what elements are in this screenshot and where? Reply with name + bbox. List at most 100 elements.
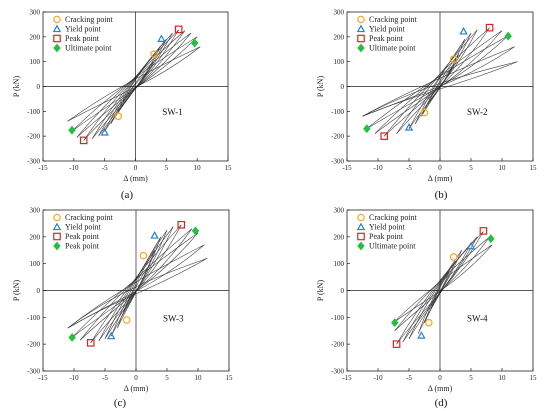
- loop-curve: [374, 30, 503, 134]
- y-tick-label: -100: [27, 314, 40, 322]
- hysteresis-loops: [67, 224, 208, 343]
- loop-curve: [362, 46, 515, 117]
- legend-label: Peak point: [65, 232, 100, 241]
- legend-marker: [357, 213, 365, 222]
- legend-label: Ultimate point: [369, 44, 416, 53]
- loop-curve: [366, 35, 509, 129]
- x-tick-label: -10: [373, 374, 383, 382]
- loop-curve: [362, 46, 515, 117]
- marker-diamond-point: [190, 38, 199, 48]
- x-tick-label: 0: [134, 164, 138, 172]
- legend-label: Yield point: [369, 25, 406, 34]
- loop-curve: [393, 244, 493, 323]
- marker-triangle-point: [459, 26, 468, 35]
- y-tick-label: 100: [30, 260, 41, 268]
- legend-marker: [356, 222, 366, 231]
- y-tick-label: -100: [27, 108, 40, 116]
- y-tick-label: 0: [341, 287, 345, 295]
- y-axis-label: P (kN): [12, 76, 21, 98]
- loop-curve: [71, 36, 198, 132]
- y-tick-label: 100: [30, 58, 41, 66]
- y-tick-label: 300: [334, 207, 345, 215]
- marker-triangle-point: [100, 128, 109, 136]
- loop-curve: [362, 61, 518, 117]
- marker-diamond-point: [191, 226, 200, 236]
- marker-triangle-point: [404, 123, 414, 131]
- x-axis-label: Δ (mm): [124, 384, 149, 393]
- y-tick-label: -200: [331, 341, 344, 349]
- loop-curve: [116, 61, 155, 114]
- marker-triangle-point: [150, 231, 159, 239]
- x-tick-label: 10: [499, 374, 507, 382]
- loop-curve: [90, 224, 182, 343]
- marker-triangle-point: [417, 331, 426, 339]
- legend-label: Peak point: [65, 34, 100, 43]
- y-tick-label: 300: [30, 207, 41, 215]
- chart-panel-sw-1: -15 -10 -5 0 5 10 15 -300 -200 -100 0 100 200 300 Δ (m…: [12, 9, 232, 202]
- y-tick-label: 200: [334, 33, 345, 41]
- specimen-label: SW-4: [467, 313, 488, 323]
- loop-curve: [362, 61, 518, 117]
- y-tick-label: -200: [331, 133, 344, 141]
- specimen-label: SW-2: [467, 107, 488, 117]
- y-tick-label: 100: [334, 260, 345, 268]
- x-tick-label: 10: [194, 164, 202, 172]
- legend-label: Peak point: [65, 242, 100, 251]
- marker-circle-point: [114, 112, 123, 121]
- loop-curve: [79, 228, 192, 341]
- legend-marker: [357, 15, 365, 24]
- x-axis-label: Δ (mm): [428, 174, 453, 183]
- x-tick-label: -15: [342, 164, 352, 172]
- x-tick-label: -5: [102, 374, 108, 382]
- x-tick-label: 10: [499, 164, 507, 172]
- legend-marker: [357, 43, 365, 53]
- loop-curve: [67, 258, 208, 329]
- marker-square-point: [479, 227, 488, 235]
- legend-label: Yield point: [65, 223, 102, 232]
- marker-square-point: [86, 339, 95, 347]
- y-tick-label: 100: [334, 58, 345, 66]
- x-tick-label: -5: [406, 164, 412, 172]
- legend-label: Cracking point: [65, 15, 114, 24]
- x-tick-label: 5: [165, 164, 169, 172]
- legend-marker: [53, 34, 61, 43]
- y-tick-label: 300: [334, 9, 345, 17]
- marker-circle-point: [150, 50, 158, 59]
- y-tick-label: -200: [27, 133, 40, 141]
- loop-curve: [402, 236, 478, 343]
- y-tick-label: 200: [30, 233, 41, 241]
- legend-marker: [53, 43, 61, 53]
- y-tick-label: 200: [334, 233, 345, 241]
- legend-label: Cracking point: [369, 15, 418, 24]
- legend-marker: [53, 241, 61, 251]
- y-tick-label: -300: [27, 368, 40, 376]
- loop-curve: [98, 226, 174, 342]
- marker-circle-point: [449, 253, 458, 261]
- legend-label: Yield point: [369, 223, 406, 232]
- marker-square-point: [79, 136, 88, 145]
- x-tick-label: 10: [195, 374, 203, 382]
- specimen-label: SW-3: [163, 313, 184, 323]
- loop-curve: [374, 30, 503, 134]
- x-tick-label: 15: [530, 164, 538, 172]
- marker-circle-point: [122, 316, 131, 324]
- x-tick-label: -10: [69, 374, 79, 382]
- y-tick-label: -300: [331, 368, 344, 376]
- x-axis-label: Δ (mm): [123, 174, 148, 183]
- y-axis-label: P (kN): [316, 76, 325, 98]
- marker-square-point: [380, 132, 389, 140]
- y-axis-label: P (kN): [12, 280, 21, 302]
- x-tick-label: -10: [69, 164, 79, 172]
- loop-curve: [396, 29, 478, 134]
- chart-panel-sw-4: -15 -10 -5 0 5 10 15 -300 -200 -100 0 100 200 300 Δ (m…: [316, 207, 537, 410]
- hysteresis-loops: [67, 29, 201, 141]
- x-tick-label: 0: [438, 164, 442, 172]
- y-tick-label: -300: [27, 158, 40, 166]
- marker-diamond-point: [68, 333, 76, 342]
- y-axis-label: P (kN): [316, 280, 325, 302]
- loop-curve: [67, 46, 201, 122]
- legend-marker: [357, 34, 365, 43]
- x-tick-label: 5: [469, 164, 473, 172]
- panel-subcaption: (b): [435, 189, 448, 201]
